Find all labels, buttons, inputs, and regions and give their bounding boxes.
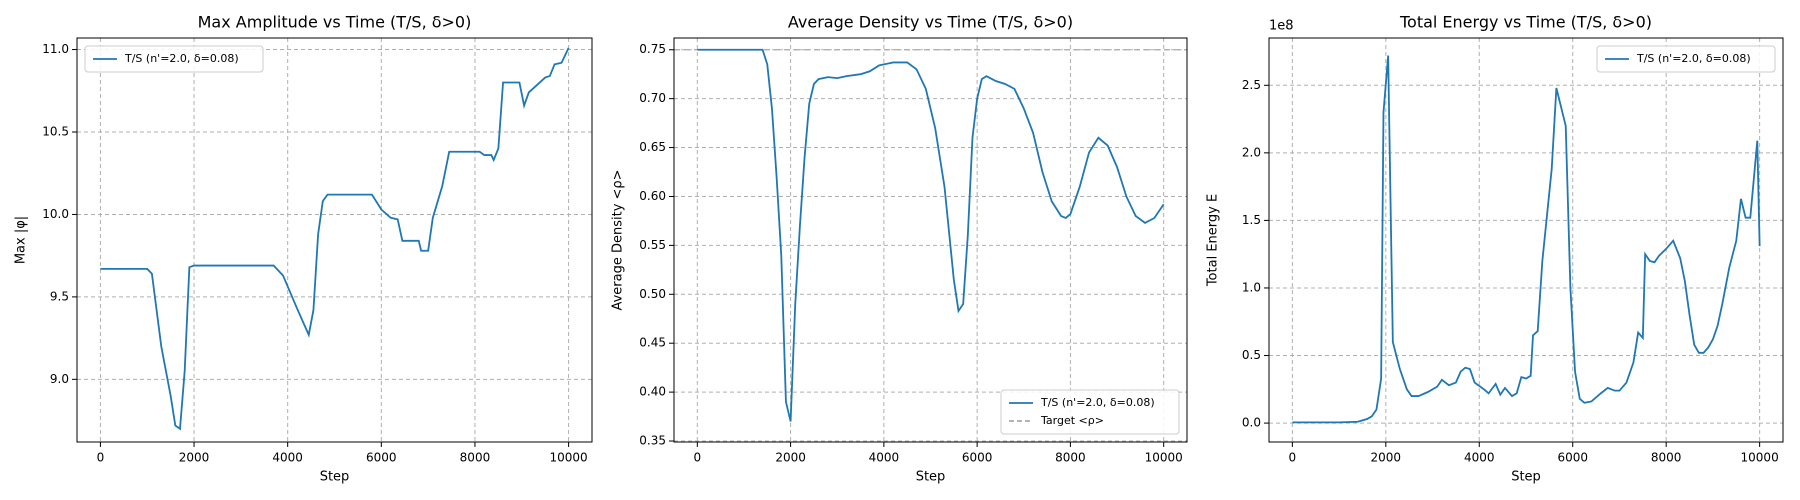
y-tick-label: 0.45 [639, 336, 666, 350]
y-tick-label: 0.55 [639, 238, 666, 252]
x-tick-label: 6000 [962, 451, 993, 465]
data-line [1292, 55, 1761, 424]
y-tick-label: 11.0 [42, 42, 69, 56]
chart-title: Total Energy vs Time (T/S, δ>0) [1399, 13, 1652, 32]
x-tick-label: 2000 [179, 451, 210, 465]
y-tick-label: 10.5 [42, 124, 69, 138]
x-tick-label: 0 [97, 451, 105, 465]
x-tick-label: 0 [693, 451, 701, 465]
x-tick-label: 10000 [1741, 451, 1779, 465]
y-tick-label: 0.35 [639, 434, 666, 448]
y-tick-label: 0.70 [639, 91, 666, 105]
y-tick-label: 1.0 [1242, 280, 1261, 294]
x-tick-label: 6000 [1557, 451, 1588, 465]
y-tick-label: 1.5 [1242, 213, 1261, 227]
legend-label: Target <ρ> [1040, 414, 1104, 427]
y-tick-label: 0.75 [639, 42, 666, 56]
x-axis-label: Step [320, 470, 350, 485]
x-tick-label: 10000 [549, 451, 587, 465]
x-tick-label: 2000 [775, 451, 806, 465]
y-tick-label: 2.0 [1242, 145, 1261, 159]
y-axis-label: Average Density <ρ> [611, 169, 626, 310]
panel: 0 2000 4000 6000 8000 10000 0.35 0.40 0.45 0.50 0.… [611, 13, 1188, 485]
panel: 0 2000 4000 6000 8000 10000 0.0 0.5 1.0 1.5 2.0 2.5… [1206, 13, 1784, 485]
legend-label: T/S (n'=2.0, δ=0.08) [1040, 396, 1155, 409]
x-tick-label: 8000 [1055, 451, 1086, 465]
chart-title: Max Amplitude vs Time (T/S, δ>0) [198, 13, 472, 32]
legend-box [84, 45, 264, 73]
x-tick-label: 8000 [460, 451, 491, 465]
x-tick-label: 4000 [869, 451, 900, 465]
panel: 0 2000 4000 6000 8000 10000 9.0 9.5 10.0 10.5 11.0… [14, 13, 593, 485]
y-tick-label: 0.50 [639, 287, 666, 301]
y-tick-label: 0.65 [639, 140, 666, 154]
data-line [697, 48, 1165, 422]
x-tick-label: 4000 [1464, 451, 1495, 465]
y-axis-label: Max |φ| [14, 216, 29, 264]
legend-label: T/S (n'=2.0, δ=0.08) [124, 52, 239, 65]
legend-box [1000, 389, 1180, 435]
x-axis-label: Step [1511, 470, 1541, 485]
y-tick-label: 9.5 [50, 289, 69, 303]
y-offset-label: 1e8 [1269, 19, 1294, 34]
y-tick-label: 0.60 [639, 189, 666, 203]
x-tick-label: 6000 [366, 451, 397, 465]
x-tick-label: 10000 [1145, 451, 1183, 465]
plot-frame [76, 37, 593, 443]
y-axis-label: Total Energy E [1206, 194, 1221, 287]
y-tick-label: 10.0 [42, 207, 69, 221]
plot-frame [673, 37, 1188, 443]
x-tick-label: 4000 [272, 451, 303, 465]
x-tick-label: 2000 [1371, 451, 1402, 465]
legend-box [1596, 45, 1776, 73]
x-tick-label: 0 [1289, 451, 1297, 465]
y-tick-label: 0.40 [639, 385, 666, 399]
data-line [100, 47, 570, 431]
x-tick-label: 8000 [1651, 451, 1682, 465]
y-tick-label: 0.5 [1242, 348, 1261, 362]
chart-title: Average Density vs Time (T/S, δ>0) [788, 13, 1073, 32]
y-tick-label: 9.0 [50, 372, 69, 386]
x-axis-label: Step [916, 470, 946, 485]
y-tick-label: 2.5 [1242, 78, 1261, 92]
plot-frame [1268, 37, 1784, 443]
y-tick-label: 0.0 [1242, 416, 1261, 430]
legend-label: T/S (n'=2.0, δ=0.08) [1636, 52, 1751, 65]
